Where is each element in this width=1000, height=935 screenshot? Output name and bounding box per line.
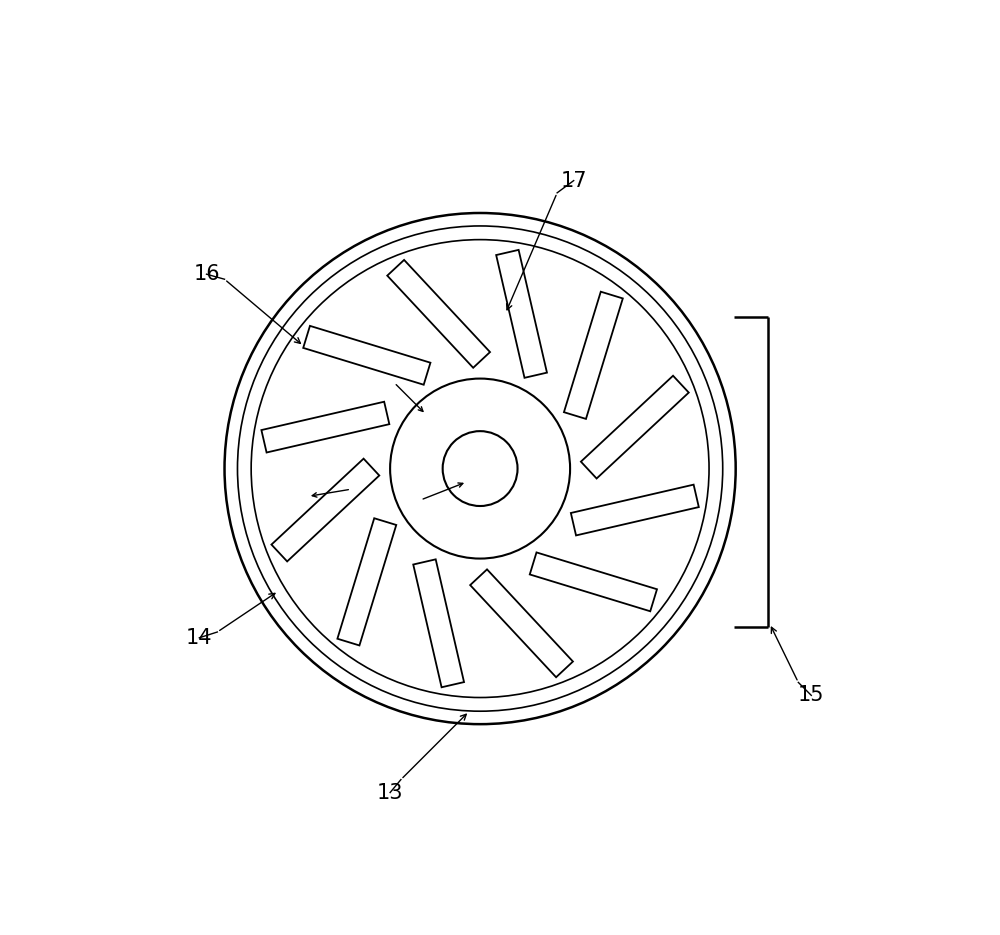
Text: 13: 13 (377, 783, 403, 802)
Polygon shape (303, 326, 430, 384)
Polygon shape (470, 569, 573, 677)
Text: 15: 15 (798, 685, 825, 705)
Text: 14: 14 (186, 627, 213, 648)
Polygon shape (564, 292, 623, 419)
Polygon shape (496, 250, 547, 378)
Text: 16: 16 (193, 265, 220, 284)
Polygon shape (413, 559, 464, 687)
Polygon shape (271, 459, 379, 561)
Polygon shape (571, 484, 699, 536)
Polygon shape (581, 376, 689, 479)
Polygon shape (261, 402, 389, 453)
Polygon shape (337, 518, 396, 645)
Polygon shape (387, 260, 490, 367)
Text: 17: 17 (560, 170, 587, 191)
Polygon shape (530, 553, 657, 611)
